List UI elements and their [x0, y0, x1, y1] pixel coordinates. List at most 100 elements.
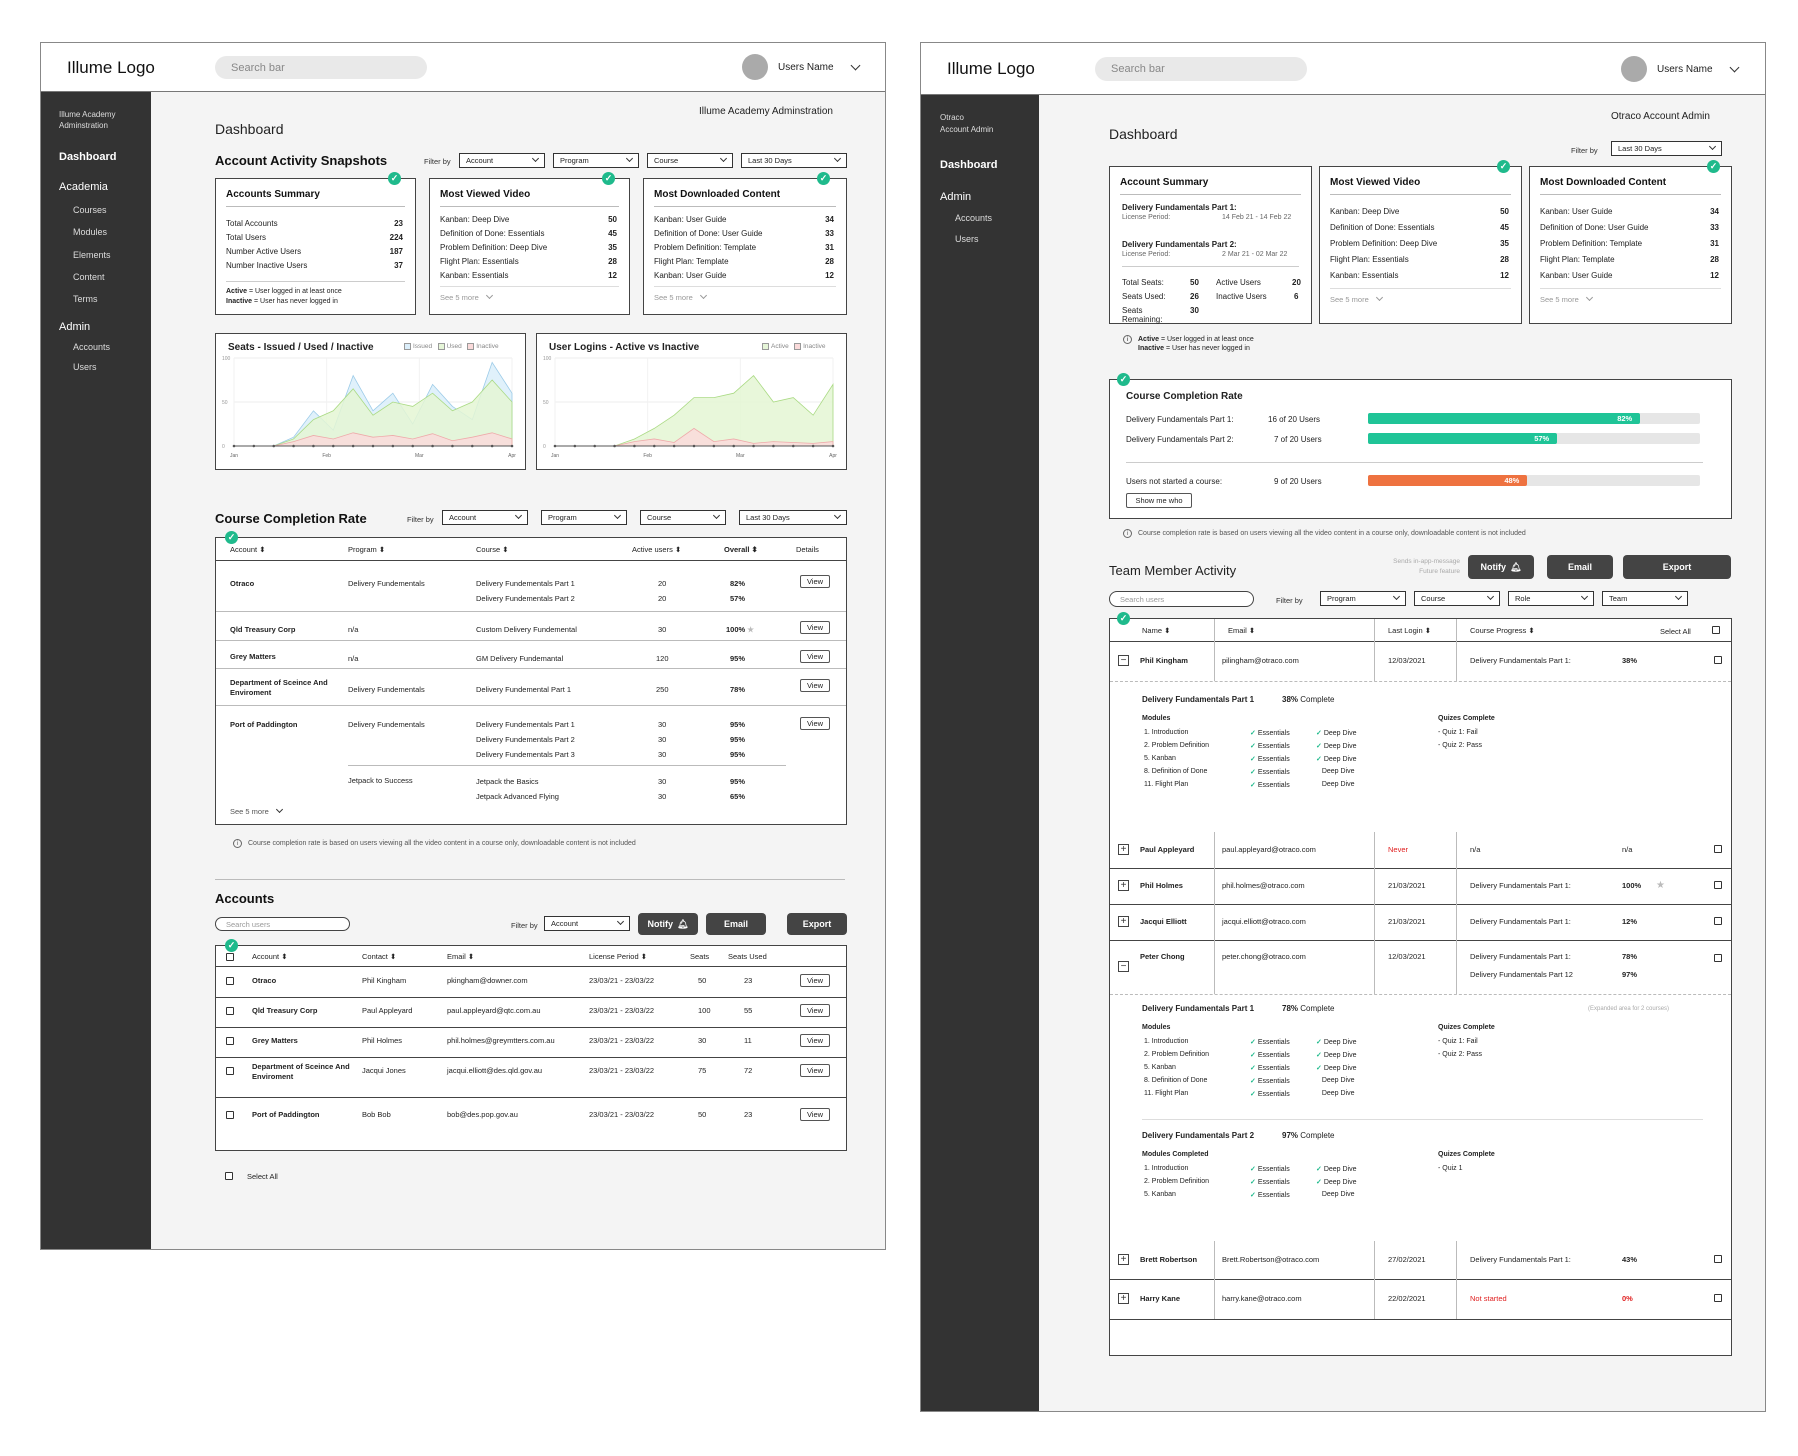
view-button[interactable]: View	[800, 717, 830, 730]
sidebar-item-dashboard[interactable]: Dashboard	[940, 159, 998, 171]
see-more-link[interactable]: See 5 more	[1540, 293, 1593, 304]
col-header-account[interactable]: Account ⬍	[230, 545, 266, 554]
filter-role-select[interactable]: Role	[1508, 591, 1594, 606]
notify-button[interactable]: Notify 🔔︎	[638, 913, 698, 935]
row-checkbox[interactable]	[1714, 1294, 1722, 1302]
sidebar-item-terms[interactable]: Terms	[73, 294, 98, 304]
sidebar-item-content[interactable]: Content	[73, 272, 105, 282]
see-more-link[interactable]: See 5 more	[440, 291, 493, 302]
view-button[interactable]: View	[800, 679, 830, 692]
filter-team-select[interactable]: Team	[1602, 591, 1688, 606]
see-more-link[interactable]: See 5 more	[1330, 293, 1383, 304]
filter-date-select[interactable]: Last 30 Days	[741, 153, 847, 168]
export-button[interactable]: Export	[787, 913, 847, 935]
filter-account-select[interactable]: Account	[442, 510, 528, 525]
col-header-program[interactable]: Program ⬍	[348, 545, 386, 554]
col-header-email[interactable]: Email ⬍	[447, 952, 475, 961]
col-header-email[interactable]: Email ⬍	[1228, 626, 1256, 635]
row-checkbox[interactable]	[226, 1037, 234, 1045]
col-header-active-users[interactable]: Active users ⬍	[632, 545, 682, 554]
module-name: 1. Introduction	[1144, 1038, 1189, 1045]
email-button[interactable]: Email	[1547, 555, 1613, 579]
expand-icon[interactable]: +	[1118, 880, 1129, 891]
search-users-input[interactable]: Search users	[215, 917, 350, 931]
filter-program-select[interactable]: Program	[541, 510, 627, 525]
filter-date-select[interactable]: Last 30 Days	[1611, 141, 1722, 156]
search-input[interactable]: Search bar	[1095, 57, 1307, 81]
row-checkbox[interactable]	[1714, 954, 1722, 962]
search-input[interactable]: Search bar	[215, 56, 427, 79]
filter-course-select[interactable]: Course	[640, 510, 726, 525]
col-header-contact[interactable]: Contact ⬍	[362, 952, 397, 961]
view-button[interactable]: View	[800, 575, 830, 588]
col-header-license[interactable]: License Period ⬍	[589, 952, 647, 961]
row-checkbox[interactable]	[1714, 656, 1722, 664]
view-button[interactable]: View	[800, 650, 830, 663]
collapse-icon[interactable]: −	[1118, 655, 1129, 666]
sidebar-item-accounts[interactable]: Accounts	[955, 213, 993, 223]
sidebar-section-admin[interactable]: Admin	[59, 321, 91, 333]
filter-date-select[interactable]: Last 30 Days	[739, 510, 847, 525]
progress-bar: 57%	[1368, 433, 1700, 444]
col-header-course-progress[interactable]: Course Progress ⬍	[1470, 626, 1535, 635]
row-checkbox[interactable]	[226, 977, 234, 985]
notify-button[interactable]: Notify 🔔︎	[1468, 555, 1534, 579]
expand-icon[interactable]: +	[1118, 844, 1129, 855]
row-checkbox[interactable]	[1714, 1255, 1722, 1263]
axis-point	[411, 444, 415, 448]
select-all-checkbox[interactable]	[226, 953, 234, 961]
user-menu[interactable]: Users Name	[1621, 56, 1740, 82]
see-more-link[interactable]: See 5 more	[230, 805, 283, 816]
filter-account-select[interactable]: Account	[459, 153, 545, 168]
sidebar-section-academia[interactable]: Academia	[59, 181, 108, 193]
sidebar-item-elements[interactable]: Elements	[73, 250, 111, 260]
row-checkbox[interactable]	[1714, 845, 1722, 853]
see-more-link[interactable]: See 5 more	[654, 291, 707, 302]
expand-icon[interactable]: +	[1118, 1293, 1129, 1304]
app-logo[interactable]: Illume Logo	[67, 58, 155, 77]
collapse-icon[interactable]: −	[1118, 961, 1129, 972]
show-me-who-button[interactable]: Show me who	[1126, 493, 1192, 508]
axis-point	[252, 444, 256, 448]
col-header-name[interactable]: Name ⬍	[1142, 626, 1171, 635]
view-button[interactable]: View	[800, 1004, 830, 1017]
table-cell: Custom Delivery Fundemental	[476, 625, 577, 634]
expand-icon[interactable]: +	[1118, 1254, 1129, 1265]
view-button[interactable]: View	[800, 1064, 830, 1077]
search-users-input[interactable]: Search users	[1109, 591, 1254, 607]
filter-course-select[interactable]: Course	[647, 153, 733, 168]
series-used-area	[234, 379, 513, 447]
col-header-last-login[interactable]: Last Login ⬍	[1388, 626, 1431, 635]
row-checkbox[interactable]	[226, 1067, 234, 1075]
chevron-down-icon	[275, 805, 283, 814]
sidebar-item-modules[interactable]: Modules	[73, 227, 108, 237]
row-checkbox[interactable]	[226, 1111, 234, 1119]
view-button[interactable]: View	[800, 1034, 830, 1047]
view-button[interactable]: View	[800, 1108, 830, 1121]
filter-program-select[interactable]: Program	[1320, 591, 1406, 606]
filter-program-select[interactable]: Program	[553, 153, 639, 168]
col-header-account[interactable]: Account ⬍	[252, 952, 288, 961]
sidebar-item-users[interactable]: Users	[73, 362, 97, 372]
email-button[interactable]: Email	[706, 913, 766, 935]
export-button[interactable]: Export	[1623, 555, 1731, 579]
expand-icon[interactable]: +	[1118, 916, 1129, 927]
view-button[interactable]: View	[800, 974, 830, 987]
user-menu[interactable]: Users Name	[742, 54, 861, 80]
app-logo[interactable]: Illume Logo	[947, 59, 1035, 78]
filter-course-select[interactable]: Course	[1414, 591, 1500, 606]
view-button[interactable]: View	[800, 621, 830, 634]
select-all-checkbox[interactable]	[1712, 626, 1720, 634]
col-header-course[interactable]: Course ⬍	[476, 545, 509, 554]
sidebar-section-admin[interactable]: Admin	[940, 191, 972, 203]
sidebar-item-users[interactable]: Users	[955, 234, 979, 244]
sidebar-item-dashboard[interactable]: Dashboard	[59, 151, 117, 163]
sidebar-item-accounts[interactable]: Accounts	[73, 342, 111, 352]
sidebar-item-courses[interactable]: Courses	[73, 205, 107, 215]
select-all-checkbox[interactable]	[225, 1172, 233, 1180]
row-checkbox[interactable]	[1714, 917, 1722, 925]
row-checkbox[interactable]	[226, 1007, 234, 1015]
row-checkbox[interactable]	[1714, 881, 1722, 889]
col-header-overall[interactable]: Overall ⬍	[724, 545, 758, 554]
filter-account-select[interactable]: Account	[544, 916, 630, 931]
